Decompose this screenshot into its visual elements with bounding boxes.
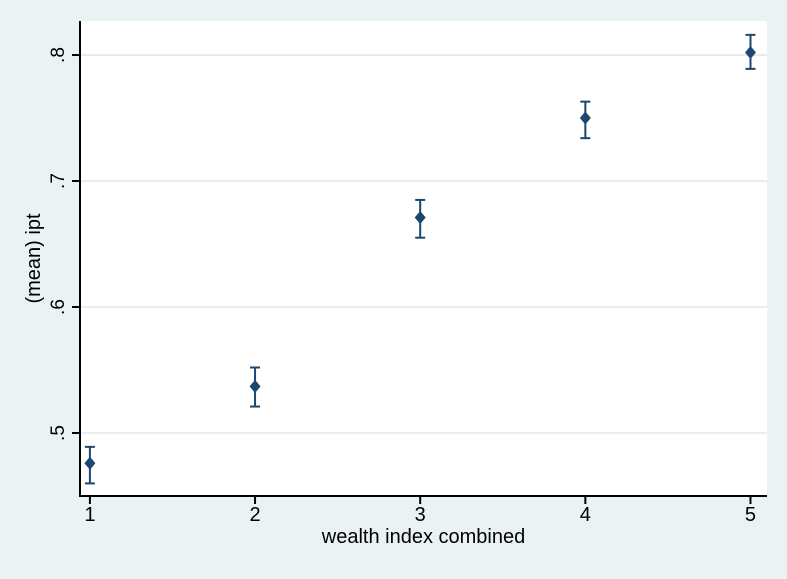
- axes: [79, 21, 767, 497]
- gridlines: [81, 54, 767, 434]
- x-axis-title: wealth index combined: [321, 526, 525, 548]
- y-tick-label-0.6: .6: [48, 299, 69, 315]
- y-tick-label-0.5: .5: [48, 425, 69, 441]
- x-tick-label-4: 4: [580, 504, 591, 526]
- data-series: [84, 33, 756, 485]
- data-point-marker: [579, 111, 591, 125]
- data-point-marker: [414, 211, 426, 225]
- data-point-5: [744, 33, 756, 70]
- data-point-3: [414, 198, 426, 239]
- data-point-2: [249, 366, 261, 408]
- x-tick-label-2: 2: [249, 504, 260, 526]
- x-tick-label-3: 3: [415, 504, 426, 526]
- y-tick-label-0.7: .7: [48, 173, 69, 189]
- data-point-marker: [84, 456, 96, 470]
- data-point-1: [84, 445, 96, 485]
- data-point-4: [579, 100, 591, 140]
- plot-area: [80, 21, 767, 496]
- x-tick-label-1: 1: [84, 504, 95, 526]
- data-point-marker: [744, 45, 756, 59]
- data-point-marker: [249, 379, 261, 393]
- x-tick-label-5: 5: [745, 504, 756, 526]
- y-tick-label-0.8: .8: [48, 47, 69, 63]
- tick-marks: [72, 54, 752, 504]
- y-axis-title: (mean) ipt: [23, 213, 45, 303]
- tick-labels: .5 .6 .7 .8 1 2 3 4 5: [48, 47, 756, 526]
